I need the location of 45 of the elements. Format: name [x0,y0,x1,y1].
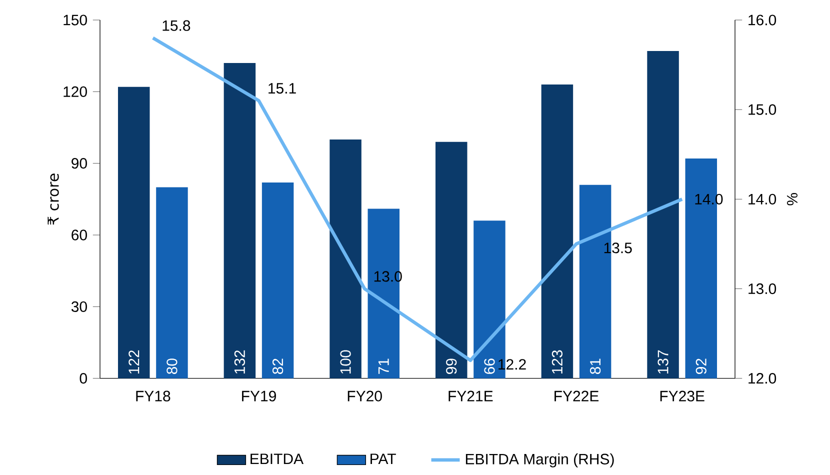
bar [435,142,468,378]
data-label: 123 [552,350,563,374]
bar [368,208,400,378]
bar [541,84,574,378]
data-label: 137 [658,350,668,374]
y-tick-label: 0 [80,373,87,384]
data-label: 99 [446,358,457,374]
y2-tick-label: 14.0 [748,194,776,204]
data-label: 71 [378,358,389,374]
bar [118,86,150,378]
bar [262,182,294,378]
data-label: 15.8 [162,20,190,31]
y2-tick-label: 13.0 [748,283,776,294]
y2-tick-label: 15.0 [748,104,776,115]
legend-label: EBITDA Margin (RHS) [466,453,614,468]
data-label: 132 [234,350,246,374]
data-label: 100 [340,350,351,374]
y-tick-label: 150 [64,14,87,26]
x-tick-label: FY18 [136,390,170,402]
bar [330,139,362,378]
y2-axis-title: % [786,193,798,206]
y2-tick-label: 16.0 [748,14,776,26]
x-tick-label: FY21E [448,390,493,402]
y-axis-title: ₹ crore [48,174,59,225]
data-label: 66 [484,358,495,374]
data-label: 92 [696,358,706,374]
data-label: 81 [590,358,601,374]
y-tick-label: 30 [71,301,87,312]
x-tick-label: FY22E [554,390,599,402]
data-label: 82 [272,358,284,374]
data-label: 122 [128,350,140,374]
x-tick-label: FY19 [242,390,276,402]
legend-label: EBITDA [250,454,304,464]
bar [156,187,188,378]
y-tick-label: 60 [72,230,87,240]
data-label: 80 [166,358,178,374]
x-tick-label: FY20 [348,390,382,402]
x-tick-label: FY23E [660,390,704,402]
y2-tick-label: 12.0 [748,373,776,384]
bar [647,51,679,378]
y-tick-label: 120 [64,86,87,97]
legend-label: PAT [370,454,396,464]
y-tick-label: 90 [72,158,87,169]
data-label: 15.1 [268,83,296,94]
bar [224,63,256,378]
